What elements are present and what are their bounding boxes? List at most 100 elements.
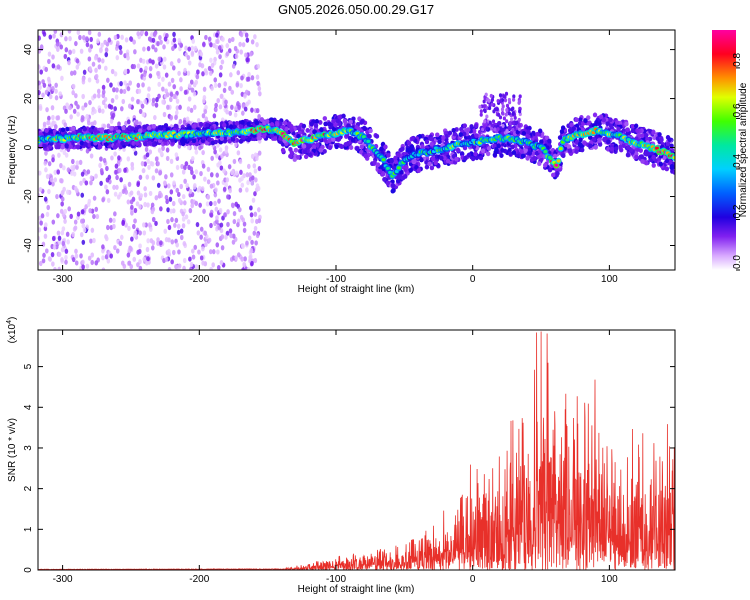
spectrogram-noise-cell	[47, 115, 51, 121]
spectrogram-ridge-peak	[385, 166, 390, 171]
spectrogram-halo-cell	[567, 148, 573, 154]
spectrogram-halo-cell	[93, 128, 98, 133]
spectrogram-noise-cell	[242, 221, 247, 227]
spectrogram-noise-cell	[144, 146, 149, 152]
spectrogram-noise-cell	[124, 189, 129, 195]
spectrogram-noise-cell	[157, 81, 161, 87]
spectrogram-noise-cell	[198, 145, 202, 151]
spectrogram-noise-cell	[197, 249, 201, 255]
spectrogram-halo-cell	[534, 150, 540, 156]
spectrogram-noise-cell	[166, 218, 170, 225]
spectrogram-noise-cell	[185, 116, 190, 122]
spectrogram-halo-cell	[367, 134, 372, 139]
spectrogram-noise-cell	[209, 172, 214, 178]
spectrogram-noise-cell	[129, 36, 134, 43]
spectrogram-halo-cell	[222, 138, 228, 144]
spectrogram-halo-cell	[75, 144, 80, 150]
spectrogram-noise-cell	[191, 248, 195, 254]
spectrogram-noise-cell	[213, 149, 217, 155]
spectrogram-noise-cell	[505, 119, 509, 124]
spectrogram-noise-cell	[138, 243, 142, 249]
spectrogram-halo-cell	[455, 147, 461, 153]
spectrogram-noise-cell	[515, 120, 519, 125]
spectrogram-noise-cell	[207, 36, 212, 42]
spectrogram-noise-cell	[154, 168, 159, 174]
spectrogram-noise-cell	[255, 74, 260, 80]
spectrogram-halo-cell	[672, 169, 675, 175]
spectrogram-noise-cell	[167, 224, 172, 231]
spectrogram-halo-cell	[390, 188, 395, 194]
spectrogram-noise-cell	[513, 115, 517, 120]
spectrogram-noise-cell	[216, 162, 220, 168]
spectrogram-noise-cell	[498, 99, 503, 104]
spectrogram-noise-cell	[203, 176, 207, 182]
spectrogram-halo-cell	[246, 137, 251, 143]
spectrogram-noise-cell	[253, 225, 258, 232]
spectrogram-noise-cell	[89, 238, 93, 244]
spectrogram-noise-cell	[151, 240, 156, 246]
spectrogram-noise-cell	[238, 158, 243, 165]
spectrogram-noise-cell	[230, 170, 234, 176]
spectrogram-noise-cell	[167, 266, 172, 270]
spectrogram-noise-cell	[493, 107, 497, 112]
spectrogram-noise-cell	[101, 267, 106, 270]
spectrogram-noise-cell	[57, 152, 61, 158]
spectrogram-noise-cell	[485, 126, 489, 131]
spectrogram-noise-cell	[150, 245, 155, 251]
spectrogram-halo-cell	[356, 126, 362, 132]
spectrogram-noise-cell	[142, 75, 147, 81]
spectrogram-noise-cell	[182, 265, 186, 270]
spectrogram-noise-cell	[225, 43, 230, 49]
spectrogram-noise-cell	[154, 156, 159, 162]
spectrogram-noise-cell	[251, 197, 256, 203]
spectrogram-halo-cell	[571, 126, 576, 131]
spectrogram-halo-cell	[669, 165, 674, 170]
spectrogram-noise-cell	[162, 44, 166, 50]
spectrogram-noise-cell	[74, 248, 78, 254]
spectrogram-noise-cell	[124, 120, 128, 126]
spectrogram-noise-cell	[57, 251, 62, 257]
spectrogram-noise-cell	[148, 58, 152, 64]
spectrogram-noise-cell	[83, 102, 88, 108]
spectrogram-heatmap	[38, 30, 675, 270]
spectrogram-halo-cell	[429, 136, 434, 142]
spectrogram-halo-cell	[462, 131, 467, 137]
spectrogram-noise-cell	[51, 261, 55, 267]
spectrogram-noise-cell	[58, 91, 63, 97]
spectrogram-noise-cell	[217, 82, 222, 88]
spectrogram-noise-cell	[171, 208, 176, 214]
spectrogram-halo-cell	[405, 147, 410, 153]
spectrogram-noise-cell	[217, 45, 222, 51]
spectrogram-noise-cell	[44, 150, 48, 156]
spectrogram-halo-cell	[557, 135, 563, 141]
spectrogram-noise-cell	[245, 57, 249, 63]
spectrogram-noise-cell	[241, 243, 245, 249]
spectrogram-noise-cell	[71, 83, 76, 89]
spectrogram-halo-cell	[500, 148, 505, 153]
spectrogram-noise-cell	[55, 193, 59, 200]
spectrogram-noise-cell	[189, 166, 194, 172]
spectrogram-halo-cell	[56, 144, 62, 150]
spectrogram-noise-cell	[225, 51, 230, 57]
spectrogram-noise-cell	[250, 180, 255, 186]
spectrogram-halo-cell	[311, 144, 317, 150]
spectrogram-noise-cell	[129, 246, 133, 252]
spectrogram-noise-cell	[234, 255, 238, 261]
spectrogram-noise-cell	[41, 258, 46, 264]
spectrogram-noise-cell	[179, 234, 184, 241]
spectrogram-noise-cell	[81, 239, 86, 245]
spectrogram-noise-cell	[57, 266, 62, 270]
spectrogram-noise-cell	[85, 148, 90, 154]
spectrogram-y-tick-label: -20	[23, 189, 34, 204]
spectrogram-noise-cell	[118, 167, 122, 174]
spectrogram-halo-cell	[616, 126, 621, 132]
spectrogram-noise-cell	[252, 230, 257, 236]
spectrogram-noise-cell	[239, 83, 243, 89]
spectrogram-noise-cell	[488, 120, 492, 125]
spectrogram-noise-cell	[75, 164, 79, 170]
spectrogram-halo-cell	[466, 127, 471, 133]
spectrogram-noise-cell	[245, 101, 249, 107]
spectrogram-noise-cell	[136, 31, 140, 37]
spectrogram-noise-cell	[184, 45, 188, 51]
spectrogram-noise-cell	[175, 105, 180, 111]
